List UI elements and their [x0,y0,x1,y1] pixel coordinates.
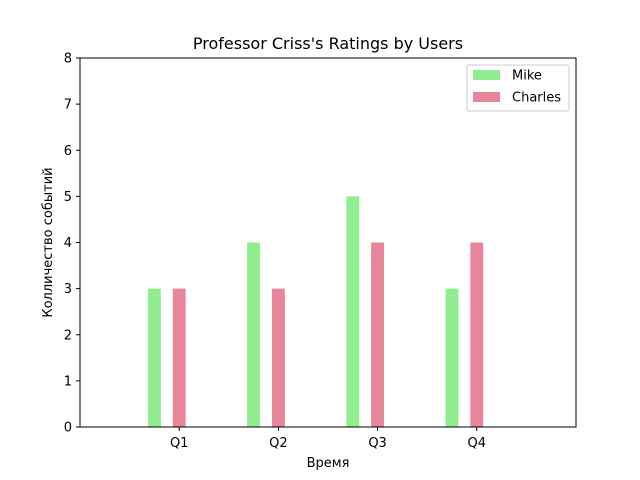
bar-charles-q2 [271,288,285,427]
bar-charles-q3 [371,242,385,427]
y-tick-label: 7 [64,98,72,113]
legend-swatch-charles [473,92,500,102]
legend: Mike Charles [466,64,570,112]
x-tick-label: Q3 [368,436,387,451]
y-tick-label: 1 [64,374,72,389]
y-axis: 0 1 2 3 4 5 6 7 8 [64,52,80,436]
y-tick-label: 5 [64,190,72,205]
bar-mike-q1 [147,288,161,427]
bars-layer [147,196,484,427]
y-tick-label: 3 [64,282,72,297]
legend-label-charles: Charles [512,91,561,106]
legend-swatch-mike [473,70,500,80]
chart-title: Professor Criss's Ratings by Users [193,34,463,53]
y-tick-label: 2 [64,328,72,343]
y-tick-label: 8 [64,52,72,67]
bar-mike-q4 [445,288,459,427]
bar-charles-q4 [470,242,484,427]
x-tick-label: Q4 [468,436,487,451]
legend-label-mike: Mike [512,69,542,84]
y-tick-label: 0 [64,421,72,436]
bar-charles-q1 [172,288,186,427]
x-tick-label: Q1 [170,436,189,451]
y-tick-label: 4 [64,236,72,251]
y-tick-label: 6 [64,144,72,159]
x-axis-label: Время [307,456,350,471]
bar-mike-q2 [247,242,261,427]
x-tick-label: Q2 [269,436,288,451]
bar-mike-q3 [346,196,360,427]
x-axis: Q1 Q2 Q3 Q4 [170,427,486,451]
y-axis-label: Колличество событий [41,167,56,317]
